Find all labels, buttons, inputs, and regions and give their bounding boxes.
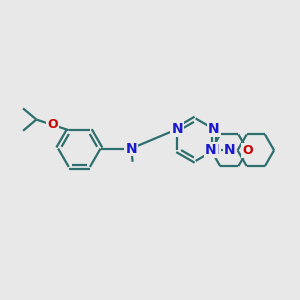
Text: N: N [208,143,220,157]
Text: N: N [125,142,137,155]
Text: N: N [205,143,217,157]
Text: O: O [47,118,58,131]
Text: N: N [172,122,183,136]
Text: N: N [208,122,220,136]
Text: O: O [242,144,253,157]
Text: N: N [224,143,235,157]
